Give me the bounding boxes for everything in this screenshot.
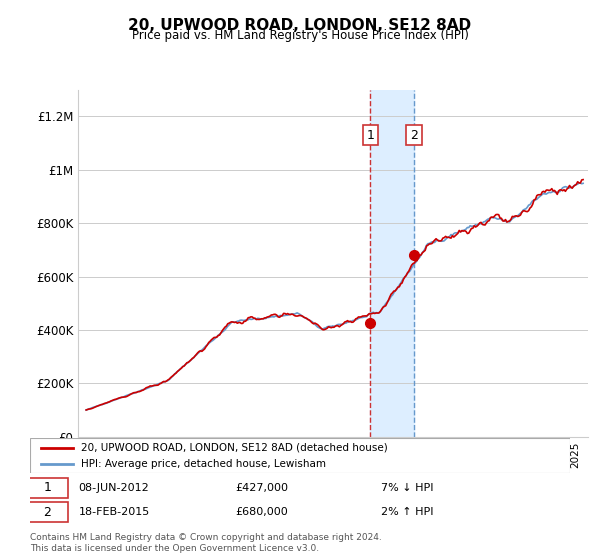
Text: 7% ↓ HPI: 7% ↓ HPI: [381, 483, 433, 493]
Text: 2: 2: [410, 128, 418, 142]
Text: 2: 2: [43, 506, 51, 519]
Text: Contains HM Land Registry data © Crown copyright and database right 2024.
This d: Contains HM Land Registry data © Crown c…: [30, 533, 382, 553]
Text: 08-JUN-2012: 08-JUN-2012: [79, 483, 149, 493]
Text: 1: 1: [367, 128, 374, 142]
Text: Price paid vs. HM Land Registry's House Price Index (HPI): Price paid vs. HM Land Registry's House …: [131, 29, 469, 42]
Bar: [370, 90, 414, 437]
Text: 2% ↑ HPI: 2% ↑ HPI: [381, 507, 433, 517]
FancyBboxPatch shape: [30, 438, 570, 473]
Text: 20, UPWOOD ROAD, LONDON, SE12 8AD: 20, UPWOOD ROAD, LONDON, SE12 8AD: [128, 18, 472, 33]
FancyBboxPatch shape: [28, 478, 68, 498]
Text: HPI: Average price, detached house, Lewisham: HPI: Average price, detached house, Lewi…: [82, 459, 326, 469]
Text: 1: 1: [43, 482, 51, 494]
Text: £427,000: £427,000: [235, 483, 288, 493]
Text: 18-FEB-2015: 18-FEB-2015: [79, 507, 150, 517]
Text: £680,000: £680,000: [235, 507, 288, 517]
FancyBboxPatch shape: [28, 502, 68, 522]
Text: 20, UPWOOD ROAD, LONDON, SE12 8AD (detached house): 20, UPWOOD ROAD, LONDON, SE12 8AD (detac…: [82, 443, 388, 453]
